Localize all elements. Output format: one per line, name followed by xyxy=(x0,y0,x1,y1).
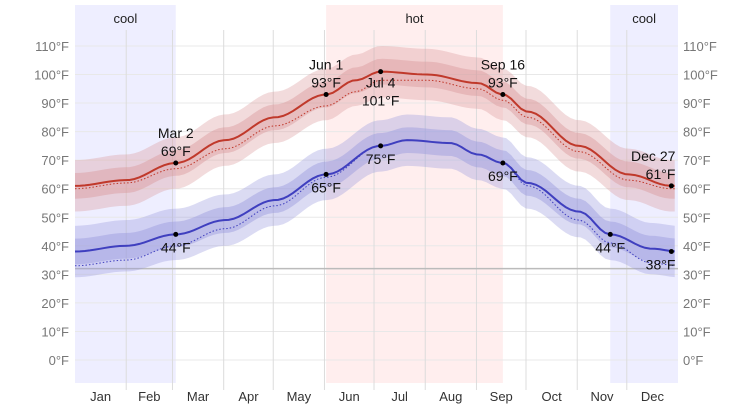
annotation-value: 101°F xyxy=(362,93,400,109)
annotation-value: 69°F xyxy=(161,143,191,159)
x-tick-label: Jul xyxy=(391,389,408,404)
annotation-value: 44°F xyxy=(595,239,625,255)
y-tick-label-left: 20°F xyxy=(41,296,69,311)
data-point xyxy=(173,160,179,166)
x-tick-label: Sep xyxy=(490,389,513,404)
low-band-p25-p75 xyxy=(75,127,675,265)
x-tick-label: Nov xyxy=(590,389,614,404)
y-tick-label-right: 0°F xyxy=(683,353,703,368)
y-tick-label-left: 110°F xyxy=(35,39,69,54)
y-tick-label-right: 50°F xyxy=(683,210,711,225)
y-tick-label-right: 100°F xyxy=(683,68,718,83)
y-tick-label-right: 60°F xyxy=(683,182,711,197)
data-point xyxy=(323,91,329,97)
low-band-p10-p90 xyxy=(75,114,675,278)
y-tick-label-right: 110°F xyxy=(683,39,717,54)
annotation-date: Jun 1 xyxy=(309,56,343,72)
y-tick-label-left: 80°F xyxy=(41,125,69,140)
x-tick-label: Feb xyxy=(138,389,160,404)
high-band-p25-p75 xyxy=(75,58,675,199)
y-tick-label-right: 40°F xyxy=(683,239,711,254)
annotation-value: 69°F xyxy=(488,168,518,184)
annotation-date: Jul 4 xyxy=(366,75,396,91)
y-tick-label-left: 70°F xyxy=(41,153,69,168)
y-tick-label-left: 40°F xyxy=(41,239,69,254)
high-perceived-line xyxy=(74,79,675,190)
x-tick-label: Apr xyxy=(238,389,259,404)
data-point xyxy=(500,91,506,97)
x-tick-label: Oct xyxy=(542,389,563,404)
annotation-date: Dec 27 xyxy=(631,148,676,164)
annotation-value: 44°F xyxy=(161,239,191,255)
data-point xyxy=(323,171,329,177)
x-tick-label: May xyxy=(287,389,312,404)
y-tick-label-right: 10°F xyxy=(683,324,711,339)
annotation-value: 75°F xyxy=(366,151,396,167)
annotation-value: 61°F xyxy=(646,166,676,182)
x-tick-label: Aug xyxy=(439,389,462,404)
y-tick-label-left: 60°F xyxy=(41,182,69,197)
season-label: cool xyxy=(113,11,137,26)
season-band-cool xyxy=(610,5,678,383)
data-point xyxy=(668,249,674,255)
x-tick-label: Jan xyxy=(90,389,111,404)
x-tick-label: Dec xyxy=(641,389,665,404)
y-tick-label-left: 30°F xyxy=(41,267,69,282)
data-point xyxy=(607,231,613,237)
y-tick-label-left: 100°F xyxy=(34,68,69,83)
y-tick-label-left: 90°F xyxy=(41,96,69,111)
y-tick-label-right: 80°F xyxy=(683,125,711,140)
data-point xyxy=(378,143,384,149)
data-point xyxy=(173,231,179,237)
y-tick-label-left: 0°F xyxy=(49,353,69,368)
season-label: cool xyxy=(632,11,656,26)
season-band-hot xyxy=(326,5,503,383)
season-label: hot xyxy=(405,11,423,26)
y-tick-label-left: 10°F xyxy=(41,324,69,339)
high-band-p10-p90 xyxy=(75,45,675,212)
y-tick-label-right: 70°F xyxy=(683,153,711,168)
data-point xyxy=(378,69,384,75)
y-tick-label-right: 90°F xyxy=(683,96,711,111)
annotation-date: Sep 16 xyxy=(481,56,526,72)
annotation-value: 93°F xyxy=(488,74,518,90)
annotation-value: 65°F xyxy=(311,179,341,195)
data-point xyxy=(668,183,674,189)
y-tick-label-right: 20°F xyxy=(683,296,711,311)
season-band-cool xyxy=(75,5,176,383)
annotation-date: Mar 2 xyxy=(158,125,194,141)
y-tick-label-right: 30°F xyxy=(683,267,711,282)
annotation-value: 93°F xyxy=(311,74,341,90)
x-tick-label: Jun xyxy=(339,389,360,404)
x-tick-label: Mar xyxy=(187,389,210,404)
annotation-value: 38°F xyxy=(646,257,676,273)
y-tick-label-left: 50°F xyxy=(41,210,69,225)
data-point xyxy=(500,160,506,166)
